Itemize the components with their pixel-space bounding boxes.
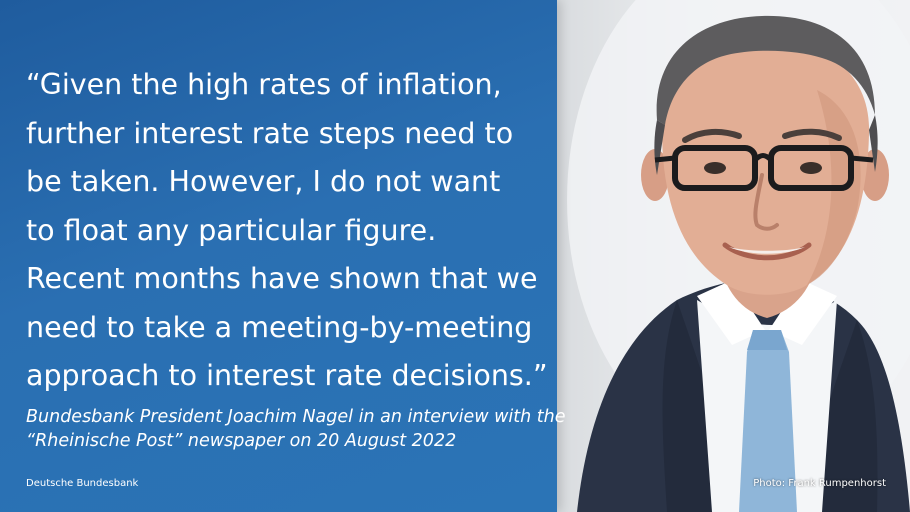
quote-attribution: Bundesbank President Joachim Nagel in an… — [26, 405, 566, 453]
attribution-line: Bundesbank President Joachim Nagel in an… — [26, 407, 566, 427]
photo-credit: Photo: Frank Rumpenhorst — [753, 478, 886, 489]
quote-line: be taken. However, I do not want — [26, 165, 501, 198]
quote-text: “Given the high rates of inflation, furt… — [26, 61, 548, 401]
portrait-illustration — [567, 0, 910, 512]
quote-line: approach to interest rate decisions.” — [26, 359, 548, 392]
quote-line: Recent months have shown that we — [26, 262, 538, 295]
quote-line: to float any particular figure. — [26, 213, 437, 247]
quote-line: need to take a meeting-by-meeting — [26, 310, 533, 344]
quote-line: further interest rate steps need to — [26, 116, 514, 150]
quote-line: “Given the high rates of inflation, — [26, 68, 502, 101]
attribution-line: “Rheinische Post” newspaper on 20 August… — [26, 431, 457, 451]
portrait-photo: Photo: Frank Rumpenhorst — [557, 0, 910, 512]
organization-label: Deutsche Bundesbank — [26, 478, 139, 489]
quote-panel: “Given the high rates of inflation, furt… — [0, 0, 557, 512]
